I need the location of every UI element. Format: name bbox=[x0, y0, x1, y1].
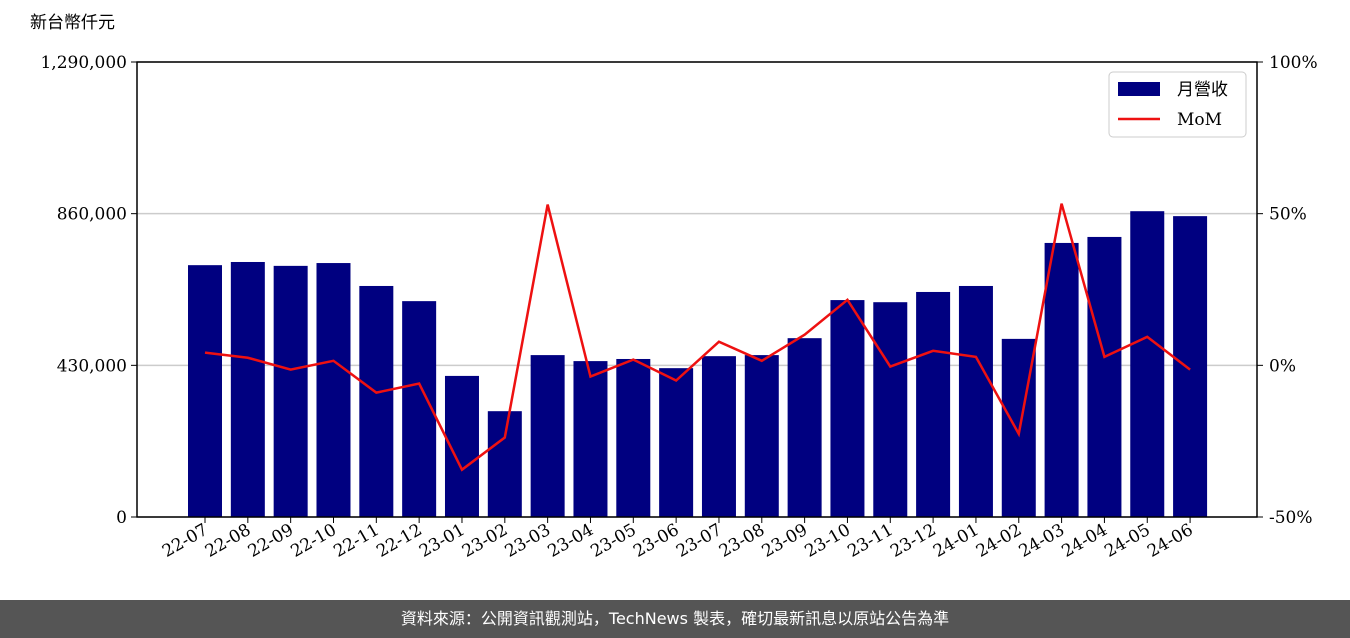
chart: 新台幣仟元 0 430,000 860,000 1,290,000 -50% 0% 50% 1… bbox=[30, 13, 1318, 562]
bar bbox=[1130, 211, 1165, 517]
x-tick-label: 22-10 bbox=[288, 520, 340, 562]
x-tick-label: 23-07 bbox=[673, 520, 725, 562]
x-tick-label: 23-10 bbox=[802, 520, 854, 562]
bar bbox=[701, 356, 736, 517]
bar bbox=[573, 361, 608, 517]
y-tick-label: 860,000 bbox=[57, 205, 127, 225]
x-tick-label: 24-01 bbox=[930, 520, 982, 562]
x-tick-label: 23-05 bbox=[587, 520, 639, 562]
legend-swatch bbox=[1118, 82, 1160, 96]
bar bbox=[188, 265, 222, 517]
x-tick-label: 24-05 bbox=[1101, 520, 1153, 562]
bar bbox=[359, 285, 394, 517]
y-axis-title: 新台幣仟元 bbox=[30, 13, 115, 33]
x-tick-label: 24-02 bbox=[973, 520, 1025, 562]
x-tick-label: 23-02 bbox=[459, 520, 511, 562]
bar bbox=[316, 263, 351, 517]
x-tick-label: 23-04 bbox=[545, 520, 597, 562]
y2-tick-label: 100% bbox=[1269, 53, 1318, 73]
x-tick-label: 23-06 bbox=[630, 520, 682, 562]
bar bbox=[1087, 236, 1122, 517]
x-tick-label: 23-08 bbox=[716, 520, 768, 562]
bar bbox=[1044, 242, 1079, 517]
bar bbox=[787, 338, 822, 517]
x-tick-label: 23-03 bbox=[502, 520, 554, 562]
y2-tick-label: 50% bbox=[1269, 205, 1307, 225]
x-tick-label: 24-04 bbox=[1058, 520, 1110, 562]
x-tick-label: 24-06 bbox=[1144, 520, 1196, 562]
bar bbox=[744, 355, 779, 517]
y2-tick-label: -50% bbox=[1269, 508, 1313, 528]
bar bbox=[958, 285, 993, 517]
line bbox=[204, 203, 1191, 472]
x-tick-label: 22-08 bbox=[202, 520, 254, 562]
x-tick-label: 23-11 bbox=[844, 520, 896, 562]
bar bbox=[830, 300, 865, 517]
y-tick-label: 430,000 bbox=[57, 356, 127, 376]
bar bbox=[873, 302, 908, 517]
y-tick-label: 1,290,000 bbox=[40, 53, 127, 73]
y2-tick-label: 0% bbox=[1269, 356, 1296, 376]
bar bbox=[916, 291, 951, 517]
bar bbox=[616, 358, 651, 517]
bar bbox=[1173, 216, 1208, 517]
x-tick-label: 24-03 bbox=[1016, 520, 1068, 562]
plot-frame bbox=[136, 61, 1258, 518]
x-tick-label: 22-09 bbox=[245, 520, 297, 562]
legend-label: MoM bbox=[1177, 110, 1222, 130]
x-tick-label: 22-12 bbox=[373, 520, 425, 562]
bar bbox=[230, 261, 265, 517]
legend-label: 月營收 bbox=[1177, 80, 1228, 100]
bar bbox=[530, 355, 565, 517]
footer: 資料來源：公開資訊觀測站，TechNews 製表，確切最新訊息以原站公告為準 bbox=[0, 600, 1350, 638]
x-tick-label: 23-12 bbox=[887, 520, 939, 562]
x-tick-label: 22-11 bbox=[330, 520, 382, 562]
bar bbox=[659, 368, 694, 517]
y-tick-label: 0 bbox=[116, 508, 127, 528]
x-tick-label: 23-01 bbox=[416, 520, 468, 562]
bar bbox=[273, 265, 308, 517]
x-tick-label: 22-07 bbox=[159, 520, 211, 562]
page: {"chart_data": {"type": "bar_line", "y_l… bbox=[0, 13, 1350, 638]
bar bbox=[487, 411, 522, 517]
x-tick-label: 23-09 bbox=[759, 520, 811, 562]
